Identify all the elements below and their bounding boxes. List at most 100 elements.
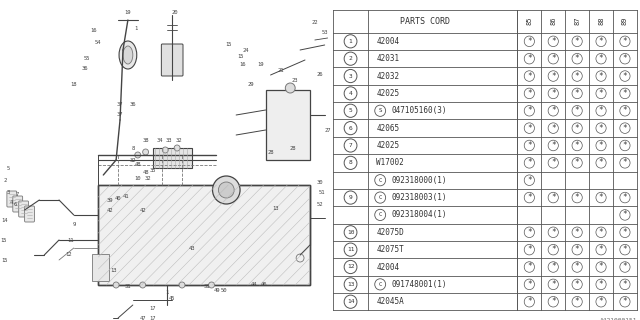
Text: *: * (575, 37, 579, 46)
Text: 37: 37 (116, 113, 124, 117)
Text: 88: 88 (598, 17, 604, 25)
Text: 11: 11 (68, 237, 74, 243)
Text: 15: 15 (237, 54, 243, 60)
Text: 14: 14 (347, 299, 355, 304)
Text: *: * (575, 228, 579, 237)
Text: 31: 31 (204, 284, 210, 290)
Text: *: * (599, 193, 604, 202)
Text: *: * (551, 158, 556, 167)
Text: *: * (575, 72, 579, 81)
Text: 5: 5 (6, 165, 10, 171)
Text: 16: 16 (239, 62, 245, 68)
Text: 38: 38 (142, 138, 149, 142)
Text: 2: 2 (3, 179, 6, 183)
Text: 46: 46 (260, 283, 267, 287)
Text: 8: 8 (349, 160, 353, 165)
FancyBboxPatch shape (7, 191, 17, 207)
Text: 16: 16 (90, 28, 97, 33)
Text: 35: 35 (149, 167, 156, 172)
Text: C: C (378, 282, 382, 287)
Text: 15: 15 (225, 43, 232, 47)
Text: *: * (527, 228, 532, 237)
Text: *: * (623, 124, 627, 132)
Text: 32: 32 (176, 138, 182, 142)
Text: *: * (599, 72, 604, 81)
Text: 4: 4 (349, 91, 353, 96)
Text: 092318000(1): 092318000(1) (392, 176, 447, 185)
Ellipse shape (119, 41, 137, 69)
Text: 3: 3 (6, 189, 10, 195)
Text: 092318003(1): 092318003(1) (392, 193, 447, 202)
Circle shape (135, 152, 141, 158)
FancyBboxPatch shape (93, 254, 109, 281)
Text: 15: 15 (1, 237, 7, 243)
Text: *: * (623, 158, 627, 167)
Circle shape (218, 182, 234, 198)
Text: *: * (599, 158, 604, 167)
Text: *: * (527, 54, 532, 63)
Text: 32: 32 (145, 175, 151, 180)
Text: 9: 9 (349, 195, 353, 200)
Text: 047105160(3): 047105160(3) (392, 106, 447, 115)
Text: *: * (623, 211, 627, 220)
Text: 42032: 42032 (376, 72, 399, 81)
Text: 4: 4 (9, 199, 12, 204)
Text: 89: 89 (622, 17, 628, 25)
Text: 26: 26 (317, 73, 323, 77)
FancyBboxPatch shape (13, 196, 22, 212)
Text: 54: 54 (95, 39, 102, 44)
Text: 42031: 42031 (376, 54, 399, 63)
Text: 48: 48 (134, 163, 141, 167)
Text: 52: 52 (317, 203, 323, 207)
Text: S: S (378, 108, 382, 113)
Text: 33: 33 (166, 138, 172, 142)
Text: *: * (575, 54, 579, 63)
Text: *: * (623, 193, 627, 202)
Text: *: * (599, 141, 604, 150)
Text: *: * (623, 280, 627, 289)
Text: *: * (599, 297, 604, 306)
Text: 42025: 42025 (376, 89, 399, 98)
Text: *: * (623, 262, 627, 271)
Text: 19: 19 (125, 10, 131, 14)
Text: *: * (527, 124, 532, 132)
Text: 15: 15 (2, 258, 8, 262)
Text: 14: 14 (2, 218, 8, 222)
Text: 27: 27 (324, 127, 331, 132)
Text: 53: 53 (321, 29, 328, 35)
Text: *: * (551, 193, 556, 202)
Text: 13: 13 (110, 268, 116, 273)
Text: *: * (623, 54, 627, 63)
Text: 20: 20 (172, 10, 179, 14)
Text: 42025: 42025 (376, 141, 399, 150)
Circle shape (143, 149, 148, 155)
Text: 42045A: 42045A (376, 297, 404, 306)
Text: *: * (527, 245, 532, 254)
Text: *: * (599, 54, 604, 63)
Text: *: * (575, 280, 579, 289)
Circle shape (285, 83, 295, 93)
Text: *: * (551, 228, 556, 237)
Text: 42: 42 (140, 207, 146, 212)
FancyBboxPatch shape (152, 148, 192, 168)
Text: *: * (623, 72, 627, 81)
Text: *: * (527, 106, 532, 115)
Text: 28: 28 (268, 149, 274, 155)
Text: 42004: 42004 (376, 37, 399, 46)
Text: *: * (599, 280, 604, 289)
Text: 1: 1 (349, 39, 353, 44)
Text: 85: 85 (526, 17, 532, 25)
Text: 7: 7 (16, 193, 19, 197)
Text: 32: 32 (129, 157, 136, 163)
Text: 39: 39 (107, 197, 113, 203)
Text: *: * (623, 245, 627, 254)
Text: *: * (551, 297, 556, 306)
Text: *: * (623, 37, 627, 46)
Text: *: * (527, 297, 532, 306)
Text: 36: 36 (129, 102, 136, 108)
Text: 10: 10 (134, 175, 141, 180)
Text: 12: 12 (347, 265, 355, 269)
Text: *: * (575, 297, 579, 306)
FancyBboxPatch shape (24, 206, 35, 222)
Text: 87: 87 (574, 17, 580, 25)
